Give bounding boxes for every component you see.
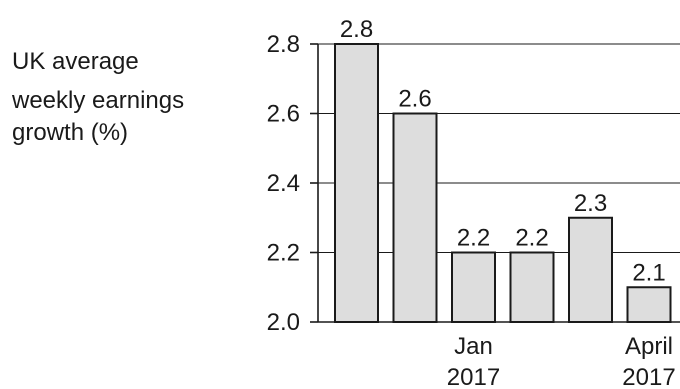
bar	[334, 43, 379, 323]
bar	[392, 112, 438, 323]
data-label: 2.1	[632, 259, 665, 286]
bars	[334, 43, 672, 323]
y-tick-label: 2.6	[267, 101, 300, 128]
y-tick-label: 2.4	[267, 170, 300, 197]
data-labels: 2.8 2.6 2.2 2.2 2.3 2.1	[340, 16, 666, 286]
y-tick-label: 2.8	[267, 31, 300, 58]
y-axis-label-line: growth (%)	[12, 119, 129, 146]
x-tick-label: April	[625, 333, 673, 360]
bar	[568, 216, 613, 323]
y-tick-label: 2.2	[267, 240, 300, 267]
x-tick-label: 2017	[447, 364, 500, 389]
y-axis-label-line: UK average	[12, 48, 139, 75]
bar	[626, 286, 672, 323]
data-label: 2.8	[340, 16, 373, 43]
y-axis: 2.0 2.2 2.4 2.6 2.8	[267, 31, 319, 336]
x-tick-label: 2017	[622, 364, 675, 389]
data-label: 2.3	[574, 190, 607, 217]
bar	[451, 251, 496, 323]
x-tick-label: Jan	[454, 333, 493, 360]
y-axis-label-line: weekly earnings	[12, 87, 185, 114]
data-label: 2.2	[457, 225, 490, 252]
y-tick-label: 2.0	[267, 309, 300, 336]
x-tick-labels: Jan 2017 April 2017	[447, 333, 676, 389]
bar	[509, 251, 555, 323]
data-label: 2.6	[398, 86, 431, 113]
data-label: 2.2	[515, 225, 548, 252]
